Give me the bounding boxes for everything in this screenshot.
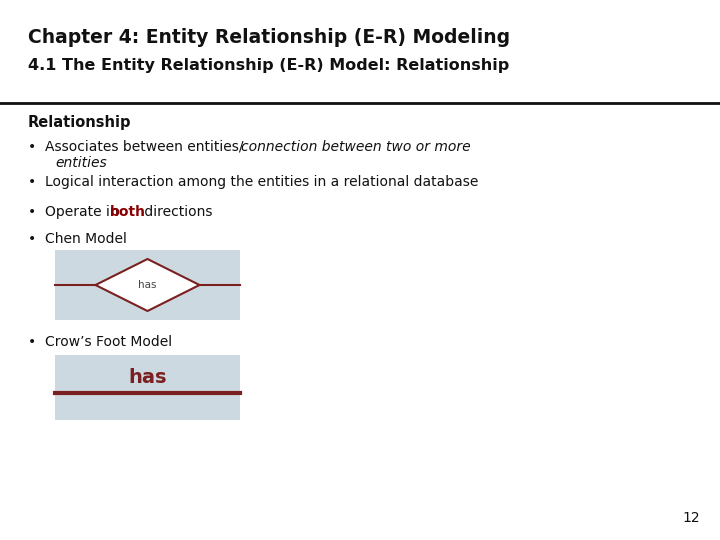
Text: directions: directions: [140, 205, 212, 219]
Text: Relationship: Relationship: [28, 115, 132, 130]
Text: Chen Model: Chen Model: [45, 232, 127, 246]
Text: •: •: [28, 232, 36, 246]
Text: •: •: [28, 140, 36, 154]
Text: 4.1 The Entity Relationship (E-R) Model: Relationship: 4.1 The Entity Relationship (E-R) Model:…: [28, 58, 509, 73]
Text: Associates between entities/: Associates between entities/: [45, 140, 243, 154]
Text: has: has: [138, 280, 157, 290]
FancyBboxPatch shape: [55, 250, 240, 320]
Text: connection between two or more: connection between two or more: [241, 140, 471, 154]
Text: Chapter 4: Entity Relationship (E-R) Modeling: Chapter 4: Entity Relationship (E-R) Mod…: [28, 28, 510, 47]
Text: •: •: [28, 175, 36, 189]
Text: Logical interaction among the entities in a relational database: Logical interaction among the entities i…: [45, 175, 478, 189]
Text: 12: 12: [683, 511, 700, 525]
Polygon shape: [96, 259, 199, 311]
Text: has: has: [128, 368, 167, 387]
Text: both: both: [110, 205, 146, 219]
Text: •: •: [28, 205, 36, 219]
Text: •: •: [28, 335, 36, 349]
Text: entities: entities: [55, 156, 107, 170]
Text: Operate in: Operate in: [45, 205, 123, 219]
Text: Crow’s Foot Model: Crow’s Foot Model: [45, 335, 172, 349]
FancyBboxPatch shape: [55, 355, 240, 420]
